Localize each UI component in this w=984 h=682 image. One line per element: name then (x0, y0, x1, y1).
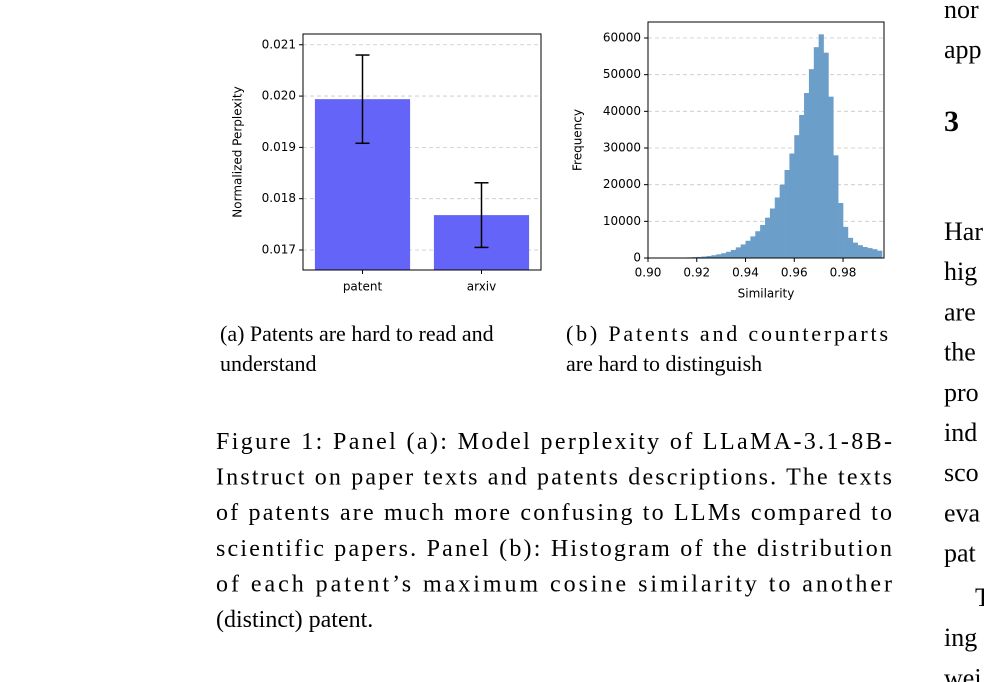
body-text: pat (944, 539, 977, 568)
x-axis-label: Similarity (738, 287, 795, 301)
body-text: T (975, 583, 984, 612)
subcaption-line: (b) Patents and counterparts (566, 321, 888, 346)
body-text: are (944, 297, 976, 326)
subcaption-line: (a) Patents are hard to read and (220, 321, 494, 346)
histogram-bar (813, 47, 819, 258)
body-text: nor (944, 0, 979, 24)
histogram-bar (804, 93, 810, 258)
histogram-bar (716, 254, 722, 258)
histogram-bar (823, 52, 829, 258)
x-tick-label: 0.98 (830, 266, 857, 280)
y-tick-label: 0 (633, 251, 641, 265)
x-tick-label: 0.94 (732, 266, 759, 280)
histogram-bar (838, 203, 844, 258)
histogram-bar (760, 225, 766, 258)
caption-line: Figure 1: Panel (a): Model perplexity of… (216, 429, 892, 455)
histogram-bar (862, 247, 868, 258)
histogram-bar (843, 226, 849, 258)
histogram-bar (774, 197, 780, 258)
histogram-bar (789, 153, 795, 258)
histogram-bar (857, 245, 863, 258)
histogram-bar (711, 255, 717, 258)
y-tick-label: 0.017 (262, 242, 296, 256)
axes-frame (302, 33, 542, 271)
body-text: ind (944, 418, 977, 447)
histogram-bar (755, 231, 761, 258)
histogram-bar (750, 236, 756, 258)
caption-line: (distinct) patent. (216, 607, 373, 633)
histogram-bar (867, 248, 873, 258)
y-tick-label: 0.019 (262, 140, 296, 154)
y-tick-label: 60000 (603, 31, 641, 45)
body-text: eva (944, 498, 981, 527)
histogram-bar (818, 34, 824, 259)
histogram-bar (696, 256, 702, 258)
histogram-bar (877, 250, 883, 258)
body-text: wei (944, 663, 982, 682)
histogram-bar (740, 244, 746, 258)
caption-line: scientific papers. Panel (b): Histogram … (216, 536, 892, 562)
x-tick-label: arxiv (467, 280, 497, 294)
histogram-bar (799, 115, 805, 258)
subcaption-line: understand (220, 351, 317, 376)
histogram-bar (828, 96, 834, 259)
histogram-bar (745, 240, 751, 258)
histogram-bar (808, 69, 815, 259)
body-text: Har (944, 217, 983, 246)
x-tick-label: patent (343, 280, 383, 294)
y-tick-label: 0.018 (262, 191, 296, 205)
body-text: pro (944, 378, 979, 407)
subcaption-line: are hard to distinguish (566, 351, 762, 376)
histogram-bar (847, 237, 854, 258)
body-text: hig (944, 257, 977, 286)
y-tick-label: 0.020 (262, 89, 296, 103)
x-tick-label: 0.90 (635, 266, 662, 280)
body-text: the (944, 338, 976, 367)
histogram-bar (833, 155, 839, 258)
histogram-bar (726, 251, 732, 258)
y-tick-label: 20000 (603, 177, 641, 191)
histogram-bar (765, 217, 771, 258)
histogram-bar (852, 242, 858, 258)
body-text: app (944, 35, 982, 64)
y-tick-label: 0.021 (262, 37, 296, 51)
histogram-bar (794, 135, 800, 258)
histogram-bar (784, 170, 790, 258)
caption-line: of each patent’s maximum cosine similari… (216, 571, 892, 597)
histogram-bar (779, 184, 785, 258)
y-axis-label: Normalized Perplexity (231, 86, 245, 217)
histogram-bar (872, 249, 878, 258)
histogram-bar (721, 253, 727, 258)
section-heading: 3 (944, 105, 959, 138)
histogram-bar (706, 255, 712, 258)
body-text: sco (944, 458, 979, 487)
y-tick-label: 40000 (603, 104, 641, 118)
caption-line: Instruct on paper texts and patents desc… (216, 465, 892, 491)
axes-frame (647, 21, 885, 259)
caption-line: of patents are much more confusing to LL… (216, 500, 892, 526)
y-tick-label: 30000 (603, 141, 641, 155)
histogram-bar (701, 256, 707, 258)
histogram-bar (735, 247, 741, 258)
x-tick-label: 0.92 (683, 266, 710, 280)
y-tick-label: 10000 (603, 214, 641, 228)
histogram-bar (769, 208, 776, 258)
x-tick-label: 0.96 (781, 266, 808, 280)
y-tick-label: 50000 (603, 67, 641, 81)
body-text: ing (944, 623, 977, 652)
y-axis-label: Frequency (571, 109, 585, 171)
histogram-bar (730, 249, 737, 258)
